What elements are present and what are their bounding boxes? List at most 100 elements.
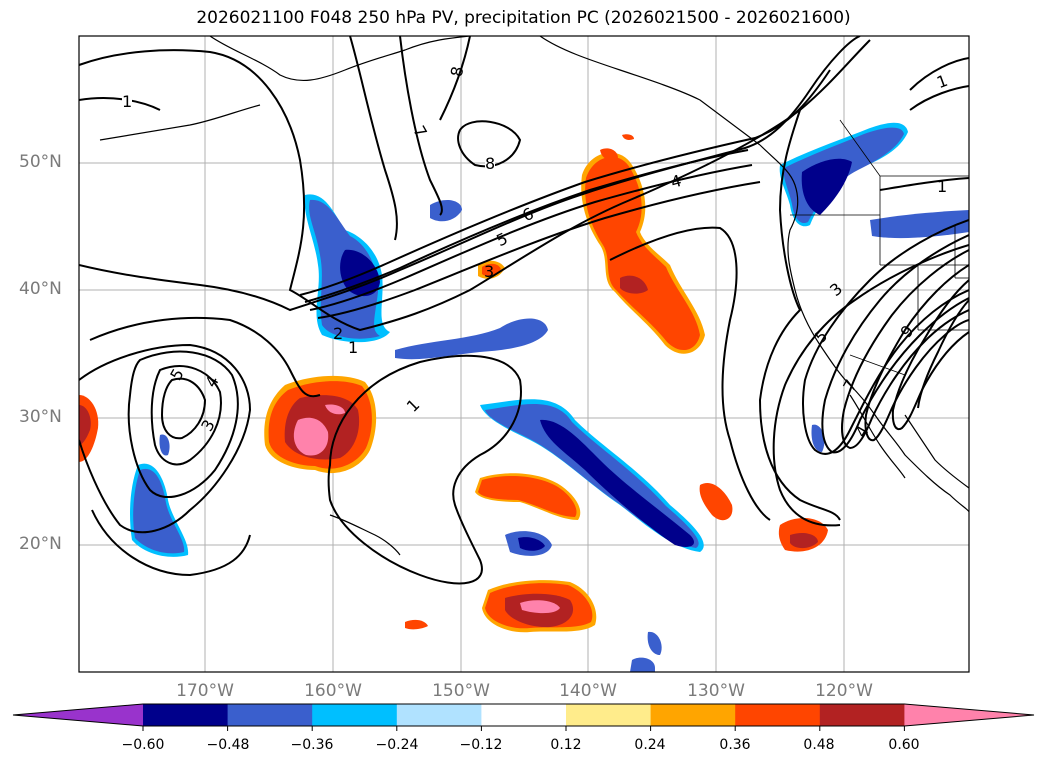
pv-contour bbox=[309, 164, 753, 311]
contour-label: 1 bbox=[348, 338, 359, 357]
colorbar-tick-label: −0.60 bbox=[121, 737, 165, 753]
lon-label-150w: 150°W bbox=[432, 681, 490, 701]
contour-label: 1 bbox=[937, 177, 948, 196]
coastlines bbox=[99, 36, 969, 556]
coastline-baja bbox=[849, 394, 906, 479]
lat-label-20n: 20°N bbox=[19, 534, 62, 554]
precip-blob bbox=[478, 475, 577, 517]
pv-contour bbox=[150, 365, 222, 466]
precip-blob bbox=[699, 482, 733, 521]
pv-contour bbox=[609, 226, 771, 521]
pv-contour bbox=[399, 36, 443, 216]
pv-contour bbox=[79, 39, 871, 332]
map-frame bbox=[78, 35, 970, 673]
precip-blob bbox=[600, 148, 618, 160]
colorbar-swatch bbox=[650, 704, 736, 726]
coastline-alaska-south bbox=[539, 36, 761, 146]
pv-contour bbox=[879, 177, 969, 191]
colorbar-swatch bbox=[396, 704, 482, 726]
pv-contour bbox=[91, 509, 251, 577]
borders bbox=[790, 119, 969, 376]
colorbar bbox=[12, 703, 1035, 731]
pv-contour bbox=[909, 57, 969, 91]
precip-blob bbox=[630, 657, 655, 672]
coastline-na-west bbox=[759, 144, 969, 513]
colorbar-tick-label: 0.48 bbox=[803, 737, 835, 753]
colorbar-tick-label: 0.24 bbox=[634, 737, 666, 753]
colorbar-swatch bbox=[143, 704, 229, 726]
coastline-alaska bbox=[209, 36, 471, 81]
precip-blob bbox=[622, 134, 634, 140]
colorbar-swatch bbox=[819, 704, 905, 726]
precip-blob bbox=[790, 532, 818, 549]
pv-contour bbox=[127, 350, 239, 499]
pv-contour bbox=[917, 299, 969, 409]
colorbar-tick-label: −0.12 bbox=[459, 737, 503, 753]
precip-blob bbox=[159, 434, 170, 456]
contour-label: 2 bbox=[333, 324, 344, 343]
pv-contour bbox=[317, 181, 761, 319]
contour-label: 3 bbox=[484, 262, 495, 281]
colorbar-swatch bbox=[735, 704, 821, 726]
lon-label-130w: 130°W bbox=[687, 681, 745, 701]
pv-contour bbox=[909, 85, 969, 111]
lon-label-140w: 140°W bbox=[559, 681, 617, 701]
pv-contour bbox=[802, 219, 969, 455]
coastline-hawaii bbox=[329, 514, 401, 556]
precip-blob bbox=[811, 424, 825, 452]
colorbar-swatch bbox=[312, 704, 398, 726]
pv-contour bbox=[864, 264, 969, 442]
precip-blob bbox=[870, 210, 969, 239]
precip-blob bbox=[520, 600, 560, 614]
coastline-aleutians bbox=[99, 104, 261, 141]
precip-blob bbox=[430, 199, 462, 222]
colorbar-tick-label: −0.36 bbox=[290, 737, 334, 753]
pv-contour bbox=[891, 279, 969, 430]
colorbar-swatch bbox=[227, 704, 313, 726]
colorbar-tick-label: 0.60 bbox=[888, 737, 920, 753]
pv-contour bbox=[439, 36, 471, 121]
colorbar-swatch bbox=[566, 704, 652, 726]
lon-label-160w: 160°W bbox=[304, 681, 362, 701]
pv-contour bbox=[349, 36, 398, 241]
pv-contour bbox=[772, 244, 969, 527]
precip-blob bbox=[540, 419, 695, 547]
precip-blob bbox=[620, 275, 648, 294]
colorbar-extend-low bbox=[13, 704, 143, 726]
colorbar-tick-label: 0.12 bbox=[550, 737, 582, 753]
pv-contour bbox=[821, 234, 969, 454]
lon-label-170w: 170°W bbox=[176, 681, 234, 701]
colorbar-extend-high bbox=[904, 704, 1034, 726]
pv-contour bbox=[299, 69, 831, 296]
colorbar-tick-label: 0.36 bbox=[719, 737, 751, 753]
precip-blob bbox=[518, 537, 545, 551]
lon-label-120w: 120°W bbox=[815, 681, 873, 701]
pv-contour bbox=[304, 149, 749, 303]
coastline-mainland-mexico bbox=[904, 414, 969, 489]
pv-contour bbox=[89, 316, 321, 398]
precip-positive bbox=[79, 134, 828, 633]
colorbar-tick-label: −0.24 bbox=[375, 737, 419, 753]
precip-blob bbox=[325, 404, 345, 415]
precip-blob bbox=[585, 156, 700, 351]
precip-blob bbox=[340, 249, 380, 297]
precip-blob bbox=[801, 158, 852, 215]
colorbar-tick-label: −0.48 bbox=[206, 737, 250, 753]
lat-label-40n: 40°N bbox=[19, 279, 62, 299]
pv-contour bbox=[841, 249, 969, 450]
precip-blob bbox=[647, 631, 662, 655]
pv-contour bbox=[327, 354, 522, 585]
lat-label-30n: 30°N bbox=[19, 407, 62, 427]
pv-contour bbox=[457, 120, 522, 168]
colorbar-swatch bbox=[481, 704, 567, 726]
map-frame-bg bbox=[79, 36, 969, 672]
contour-label: 1 bbox=[122, 92, 133, 111]
contour-label: 8 bbox=[485, 154, 496, 173]
map-title: 2026021100 F048 250 hPa PV, precipitatio… bbox=[196, 8, 851, 28]
pv-contour bbox=[758, 109, 841, 521]
precip-blob bbox=[395, 318, 548, 360]
pv-contour bbox=[160, 377, 207, 440]
pv-contours bbox=[79, 36, 969, 585]
precip-blob bbox=[405, 619, 428, 630]
